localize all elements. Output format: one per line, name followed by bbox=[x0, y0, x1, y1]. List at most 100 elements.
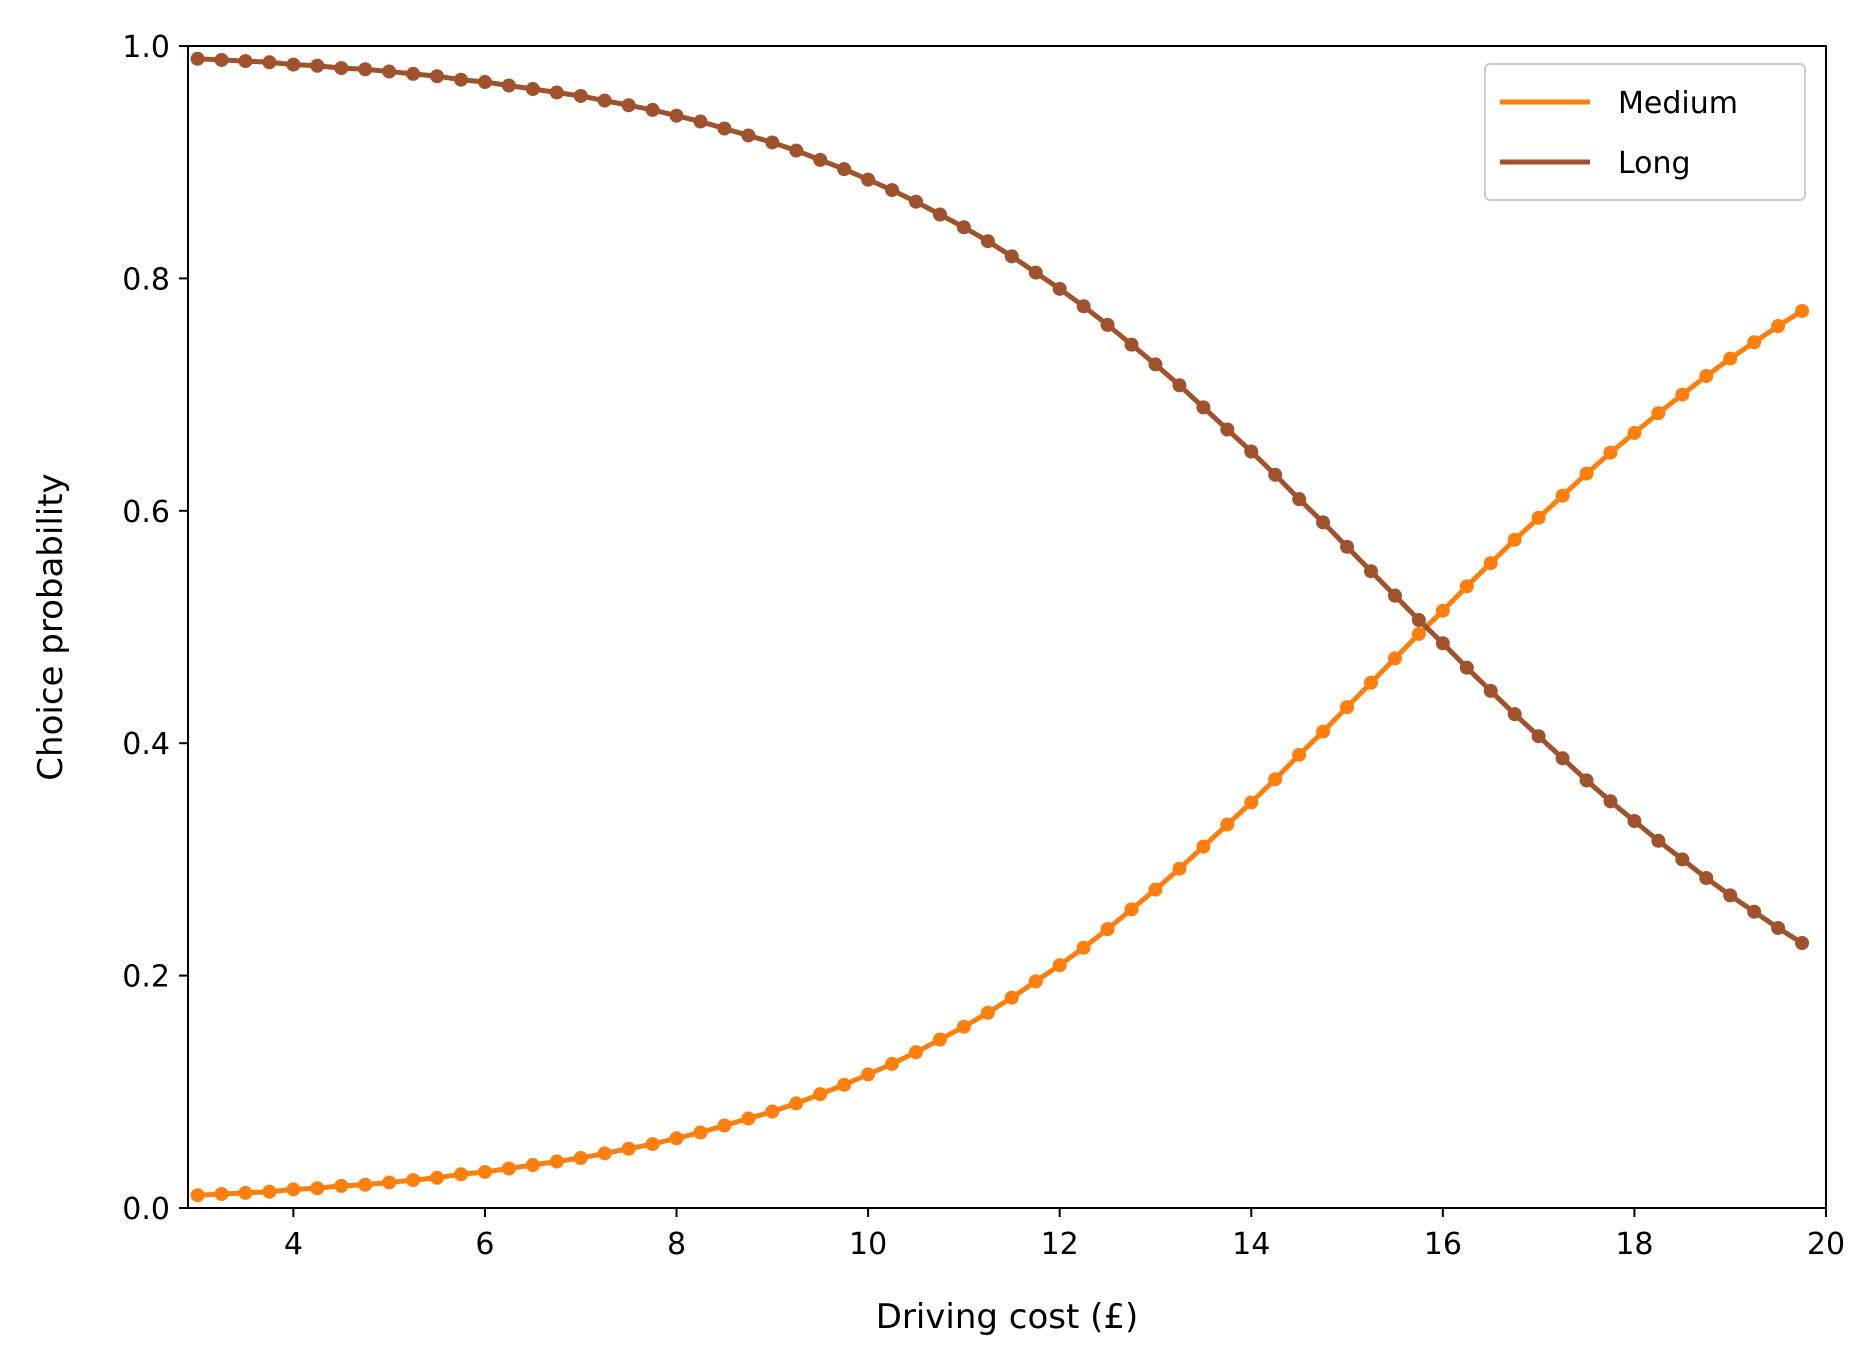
data-point bbox=[1579, 466, 1594, 481]
legend-label: Medium bbox=[1618, 86, 1738, 121]
data-point bbox=[765, 1104, 780, 1119]
data-point bbox=[1244, 795, 1259, 810]
data-point bbox=[1244, 444, 1259, 459]
data-point bbox=[1699, 369, 1714, 384]
data-point bbox=[334, 61, 349, 76]
data-point bbox=[1076, 299, 1091, 314]
data-point bbox=[885, 183, 900, 198]
data-point bbox=[1292, 747, 1307, 762]
data-point bbox=[597, 1146, 612, 1161]
data-point bbox=[1220, 817, 1235, 832]
data-point bbox=[789, 143, 804, 158]
data-point bbox=[813, 152, 828, 167]
data-point bbox=[477, 75, 492, 90]
data-point bbox=[382, 1175, 397, 1190]
data-point bbox=[1483, 683, 1498, 698]
x-tick-label: 10 bbox=[849, 1227, 887, 1262]
data-point bbox=[454, 1167, 468, 1182]
legend-item-long: Long bbox=[1500, 146, 1691, 181]
data-point bbox=[1459, 660, 1474, 675]
data-point bbox=[454, 72, 468, 87]
data-point bbox=[1004, 990, 1019, 1005]
data-point bbox=[1435, 636, 1450, 651]
series-long bbox=[190, 51, 1810, 951]
data-point bbox=[1028, 265, 1043, 280]
legend: Medium Long bbox=[1484, 63, 1806, 201]
data-point bbox=[262, 55, 277, 70]
data-point bbox=[597, 93, 612, 108]
y-tick-label: 0.6 bbox=[122, 495, 170, 530]
data-point bbox=[501, 78, 516, 93]
data-point bbox=[1124, 337, 1139, 352]
data-point bbox=[525, 81, 540, 96]
data-point bbox=[956, 1019, 971, 1034]
data-point bbox=[1531, 729, 1546, 744]
x-tick-label: 18 bbox=[1615, 1227, 1653, 1262]
x-tick-label: 8 bbox=[667, 1227, 686, 1262]
data-point bbox=[1364, 675, 1378, 690]
data-point bbox=[1603, 794, 1618, 809]
data-point bbox=[334, 1178, 349, 1193]
data-point bbox=[717, 121, 732, 136]
data-point bbox=[1627, 425, 1642, 440]
data-point bbox=[1603, 445, 1618, 460]
data-point bbox=[1196, 839, 1211, 854]
data-point bbox=[932, 207, 947, 222]
series-medium bbox=[190, 303, 1810, 1203]
data-point bbox=[1531, 510, 1546, 525]
data-point bbox=[741, 1111, 756, 1126]
plot-background bbox=[188, 46, 1826, 1208]
data-point bbox=[789, 1096, 804, 1111]
data-point bbox=[1651, 406, 1666, 421]
data-point bbox=[765, 135, 780, 150]
data-point bbox=[980, 234, 995, 249]
data-point bbox=[214, 1187, 229, 1202]
data-point bbox=[190, 1188, 205, 1203]
data-point bbox=[358, 1177, 373, 1192]
data-point bbox=[1172, 378, 1187, 393]
data-point bbox=[1483, 556, 1498, 571]
data-point bbox=[717, 1118, 732, 1133]
x-tick-label: 6 bbox=[475, 1227, 494, 1262]
data-point bbox=[645, 1137, 660, 1152]
data-point bbox=[430, 1170, 445, 1185]
x-axis-title: Driving cost (£) bbox=[876, 1297, 1139, 1337]
data-point bbox=[741, 128, 756, 143]
data-point bbox=[1268, 772, 1283, 787]
data-point bbox=[549, 85, 564, 100]
data-point bbox=[1148, 357, 1163, 372]
x-tick-label: 20 bbox=[1807, 1227, 1845, 1262]
data-point bbox=[1507, 707, 1522, 722]
data-point bbox=[932, 1032, 947, 1047]
data-point bbox=[1100, 922, 1115, 937]
data-point bbox=[573, 88, 588, 103]
y-axis-ticks: 0.0 0.2 0.4 0.6 0.8 1.0 bbox=[122, 30, 188, 1227]
data-point bbox=[1771, 920, 1786, 935]
data-point bbox=[310, 1181, 325, 1196]
y-tick-label: 1.0 bbox=[122, 30, 170, 65]
plot-frame bbox=[187, 45, 1827, 1209]
data-point bbox=[1723, 888, 1738, 903]
data-point bbox=[406, 1173, 421, 1188]
y-tick-label: 0.2 bbox=[122, 960, 170, 995]
data-point bbox=[1795, 936, 1810, 951]
data-point bbox=[909, 194, 923, 209]
data-point bbox=[885, 1056, 900, 1071]
x-axis-ticks: 4 6 8 10 12 14 16 18 20 bbox=[284, 1208, 1845, 1262]
data-point bbox=[1555, 488, 1570, 503]
y-tick-label: 0.0 bbox=[122, 1192, 170, 1227]
data-point bbox=[310, 58, 325, 73]
data-point bbox=[1100, 317, 1115, 332]
data-point bbox=[1268, 467, 1283, 482]
data-point bbox=[621, 98, 636, 113]
data-point bbox=[382, 64, 397, 79]
data-point bbox=[837, 162, 852, 177]
x-tick-label: 14 bbox=[1232, 1227, 1270, 1262]
data-point bbox=[238, 1185, 253, 1200]
data-point bbox=[813, 1087, 828, 1102]
data-point bbox=[190, 51, 205, 66]
data-point bbox=[693, 1125, 708, 1140]
data-point bbox=[1340, 700, 1355, 715]
data-point bbox=[1555, 751, 1570, 766]
data-point bbox=[621, 1141, 636, 1156]
